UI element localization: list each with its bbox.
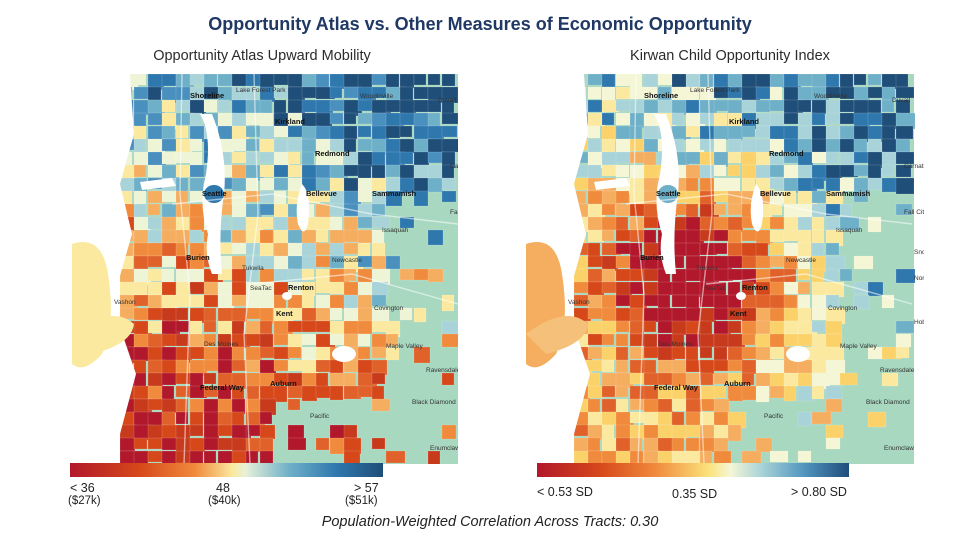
- place-label-newcastle: Newcastle: [332, 257, 362, 264]
- place-label-vashon: Vashon: [114, 299, 136, 306]
- place-label-duvall: Duvall: [892, 97, 911, 104]
- place-label-black-diamond: Black Diamond: [412, 399, 456, 406]
- place-label-enumclaw: Enumclaw: [884, 445, 914, 452]
- place-label-federal-way: Federal Way: [200, 383, 245, 392]
- place-label-seattle: Seattle: [202, 189, 227, 198]
- place-label-tukwila: Tukwila: [242, 265, 264, 272]
- place-label-des-moines: Des Moines: [204, 341, 239, 348]
- correlation-note: Population-Weighted Correlation Across T…: [321, 514, 659, 530]
- place-label-pacific: Pacific: [764, 413, 784, 420]
- place-label-lake-forest-park: Lake Forest Park: [236, 87, 286, 94]
- place-label-hobart: Hobart: [914, 319, 924, 326]
- legend-left-high-income: ($51k): [345, 495, 378, 507]
- place-label-renton: Renton: [742, 283, 768, 292]
- place-label-sammamish: Sammamish: [372, 189, 417, 198]
- place-label-north-bend: North Bend: [914, 275, 924, 282]
- place-label-kirkland: Kirkland: [275, 117, 305, 126]
- place-label-issaquah: Issaquah: [836, 227, 863, 234]
- place-label-fall-city: Fall City: [904, 209, 924, 216]
- place-label-carnation: Carnation: [450, 163, 458, 170]
- place-label-des-moines: Des Moines: [658, 341, 693, 348]
- place-label-seatac: SeaTac: [704, 285, 726, 292]
- place-label-burien: Burien: [640, 253, 664, 262]
- legend-left-mid-income: ($40k): [208, 495, 241, 507]
- left-map-subtitle: Opportunity Atlas Upward Mobility: [153, 48, 371, 64]
- legend-left-mid: 48: [216, 481, 230, 495]
- legend-left-high: > 57: [354, 481, 379, 495]
- place-label-sammamish: Sammamish: [826, 189, 871, 198]
- place-label-auburn: Auburn: [270, 379, 297, 388]
- place-label-woodinville: Woodinville: [814, 93, 848, 100]
- place-label-kirkland: Kirkland: [729, 117, 759, 126]
- place-label-ravensdale: Ravensdale: [426, 367, 458, 374]
- place-label-bellevue: Bellevue: [306, 189, 337, 198]
- place-label-redmond: Redmond: [315, 149, 350, 158]
- figure-title: Opportunity Atlas vs. Other Measures of …: [208, 14, 752, 34]
- child-opportunity-color-scale: [537, 463, 849, 477]
- place-label-ravensdale: Ravensdale: [880, 367, 915, 374]
- place-label-tukwila: Tukwila: [696, 265, 718, 272]
- place-label-duvall: Duvall: [438, 97, 457, 104]
- legend-right-high: > 0.80 SD: [791, 485, 847, 499]
- child-opportunity-map: Shoreline Lake Forest Park Woodinville Kirk…: [508, 74, 924, 464]
- place-label-redmond: Redmond: [769, 149, 804, 158]
- place-label-shoreline: Shoreline: [644, 91, 678, 100]
- place-label-seattle: Seattle: [656, 189, 681, 198]
- place-label-woodinville: Woodinville: [360, 93, 394, 100]
- place-label-kent: Kent: [276, 309, 293, 318]
- place-label-auburn: Auburn: [724, 379, 751, 388]
- place-label-maple-valley: Maple Valley: [386, 343, 423, 350]
- place-label-bellevue: Bellevue: [760, 189, 791, 198]
- place-label-covington: Covington: [374, 305, 404, 312]
- place-label-black-diamond: Black Diamond: [866, 399, 910, 406]
- place-label-vashon: Vashon: [568, 299, 590, 306]
- legend-left-low: < 36: [70, 481, 95, 495]
- place-label-maple-valley: Maple Valley: [840, 343, 877, 350]
- place-label-kent: Kent: [730, 309, 747, 318]
- place-label-carnation: Carnation: [904, 163, 924, 170]
- legend-right-mid: 0.35 SD: [672, 487, 718, 501]
- place-label-newcastle: Newcastle: [786, 257, 816, 264]
- place-label-federal-way: Federal Way: [654, 383, 699, 392]
- place-label-fall-city: Fall City: [450, 209, 458, 216]
- upward-mobility-color-scale: [70, 463, 383, 477]
- legend-left-low-income: ($27k): [68, 495, 101, 507]
- place-label-snoqualmie: Snoqualmie: [914, 249, 924, 256]
- place-label-shoreline: Shoreline: [190, 91, 224, 100]
- place-label-renton: Renton: [288, 283, 314, 292]
- place-label-pacific: Pacific: [310, 413, 330, 420]
- place-label-burien: Burien: [186, 253, 210, 262]
- place-label-lake-forest-park: Lake Forest Park: [690, 87, 740, 94]
- upward-mobility-map: Shoreline Lake Forest Park Woodinville Kirk…: [72, 74, 458, 464]
- right-map-subtitle: Kirwan Child Opportunity Index: [630, 48, 830, 64]
- place-label-covington: Covington: [828, 305, 858, 312]
- place-label-seatac: SeaTac: [250, 285, 272, 292]
- place-label-issaquah: Issaquah: [382, 227, 409, 234]
- legend-right-low: < 0.53 SD: [537, 485, 593, 499]
- place-label-enumclaw: Enumclaw: [430, 445, 458, 452]
